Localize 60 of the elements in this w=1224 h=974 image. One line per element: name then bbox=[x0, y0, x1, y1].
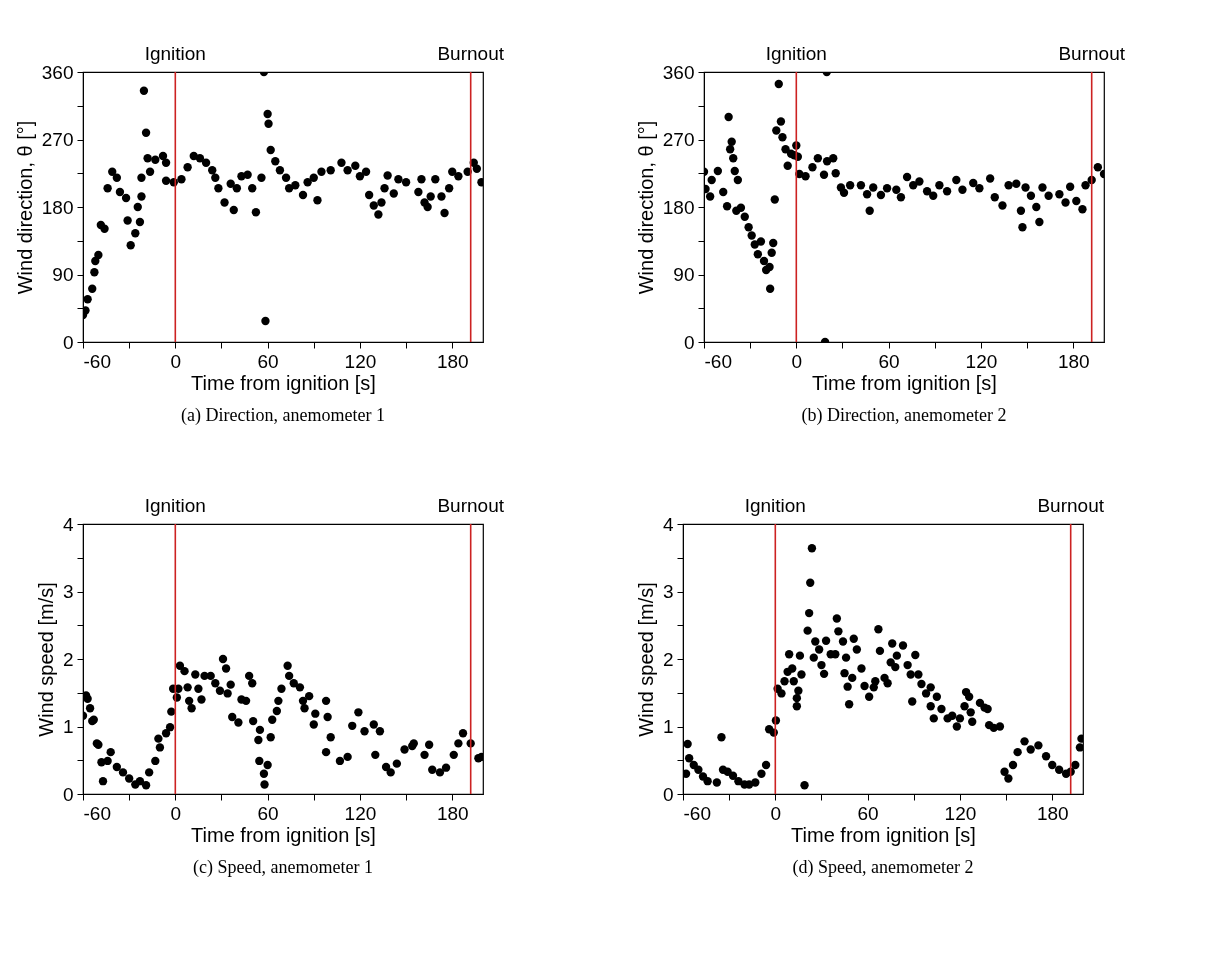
x-tick-label: 120 bbox=[965, 350, 998, 372]
x-tick-label: 60 bbox=[878, 350, 900, 372]
y-tick-label: 0 bbox=[62, 331, 74, 353]
y-tick-label: 360 bbox=[662, 61, 695, 83]
y-tick-label: 2 bbox=[662, 648, 674, 670]
x-tick-label: 180 bbox=[436, 802, 469, 824]
y-tick-label: 0 bbox=[683, 331, 695, 353]
y-tick-label: 4 bbox=[662, 513, 674, 535]
y-axis-title: Wind direction, θ [°] bbox=[634, 120, 657, 295]
y-tick-label: 1 bbox=[62, 716, 74, 737]
y-tick-label: 0 bbox=[662, 783, 674, 805]
y-tick-label: 4 bbox=[62, 513, 74, 535]
ref-line-label: Burnout bbox=[1037, 495, 1105, 516]
x-tick-label: 60 bbox=[257, 802, 279, 824]
y-tick-label: 3 bbox=[62, 581, 74, 602]
x-axis-title: Time from ignition [s] bbox=[191, 371, 376, 394]
y-tick-label: 270 bbox=[662, 129, 695, 150]
x-tick-label: -60 bbox=[83, 802, 111, 824]
x-tick-label: 60 bbox=[257, 350, 279, 372]
ref-line-label: Ignition bbox=[144, 495, 206, 516]
x-tick-label: 120 bbox=[344, 350, 377, 372]
y-tick-label: 90 bbox=[673, 264, 695, 285]
x-axis-title: Time from ignition [s] bbox=[191, 823, 376, 846]
x-tick-label: 0 bbox=[170, 802, 182, 824]
x-tick-label: 0 bbox=[170, 350, 182, 372]
x-tick-label: -60 bbox=[704, 350, 732, 372]
y-tick-label: 360 bbox=[41, 61, 74, 83]
y-axis-title: Wind speed [m/s] bbox=[34, 582, 57, 737]
ref-line-label: Ignition bbox=[144, 43, 206, 64]
ref-line-label: Burnout bbox=[437, 495, 505, 516]
y-tick-label: 0 bbox=[62, 783, 74, 805]
x-tick-label: 60 bbox=[857, 802, 879, 824]
x-tick-label: 0 bbox=[791, 350, 803, 372]
y-tick-label: 1 bbox=[662, 716, 674, 737]
y-axis-title: Wind speed [m/s] bbox=[634, 582, 657, 737]
x-axis-title: Time from ignition [s] bbox=[791, 823, 976, 846]
x-tick-label: 120 bbox=[344, 802, 377, 824]
x-tick-label: 180 bbox=[1057, 350, 1090, 372]
x-tick-label: 120 bbox=[944, 802, 977, 824]
text: (d) Speed, anemometer 2 bbox=[792, 857, 974, 878]
ref-line-label: Ignition bbox=[765, 43, 827, 64]
x-tick-label: -60 bbox=[683, 802, 711, 824]
ref-line-label: Ignition bbox=[744, 495, 806, 516]
x-tick-label: 180 bbox=[436, 350, 469, 372]
y-tick-label: 180 bbox=[41, 196, 74, 218]
text: (c) Speed, anemometer 1 bbox=[193, 857, 373, 878]
ref-line-label: Burnout bbox=[1058, 43, 1126, 64]
ref-line-label: Burnout bbox=[437, 43, 505, 64]
text: (a) Direction, anemometer 1 bbox=[181, 405, 385, 426]
y-axis-title: Wind direction, θ [°] bbox=[13, 120, 36, 295]
y-tick-label: 2 bbox=[62, 648, 74, 670]
x-tick-label: 0 bbox=[770, 802, 782, 824]
y-tick-label: 270 bbox=[41, 129, 74, 150]
y-tick-label: 180 bbox=[662, 196, 695, 218]
x-axis-title: Time from ignition [s] bbox=[812, 371, 997, 394]
y-tick-label: 90 bbox=[52, 264, 74, 285]
y-tick-label: 3 bbox=[662, 581, 674, 602]
x-tick-label: -60 bbox=[83, 350, 111, 372]
x-tick-label: 180 bbox=[1036, 802, 1069, 824]
text: (b) Direction, anemometer 2 bbox=[801, 405, 1007, 426]
